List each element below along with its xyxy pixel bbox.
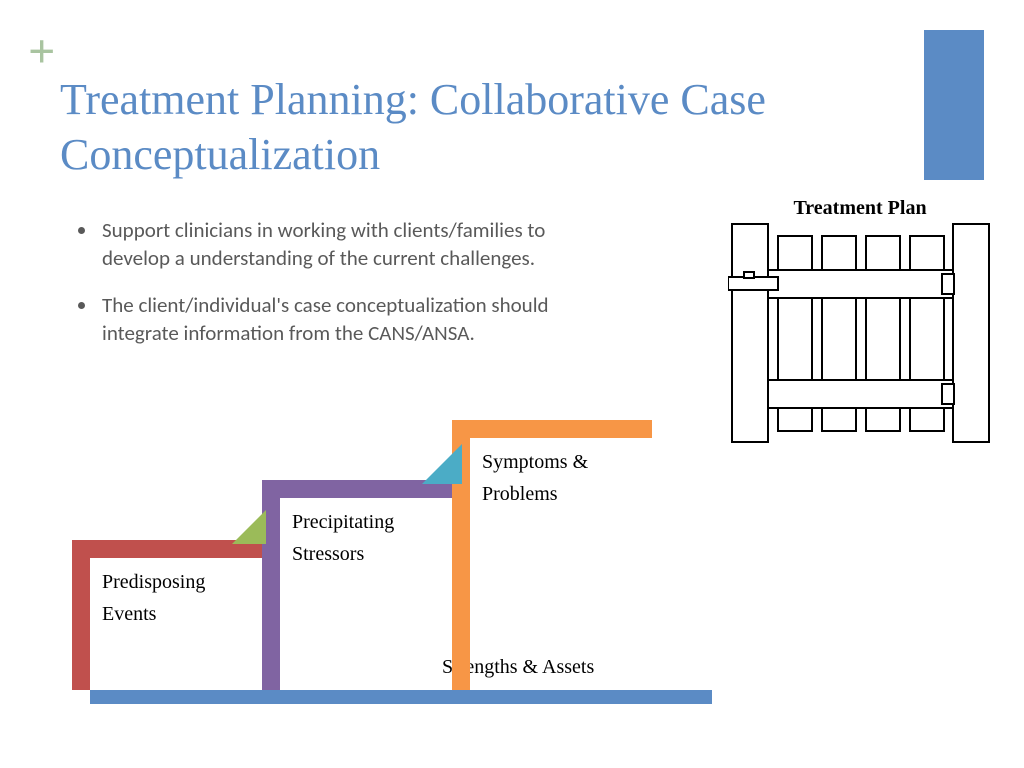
step-triangle-1 <box>232 510 266 544</box>
bullet-item: Support clinicians in working with clien… <box>98 216 600 273</box>
step-label-1-line2: Events <box>102 603 156 625</box>
base-bar <box>90 690 712 704</box>
bullet-item: The client/individual's case conceptuali… <box>98 291 600 348</box>
bullet-list: Support clinicians in working with clien… <box>80 216 600 365</box>
gate-label: Treatment Plan <box>740 197 980 220</box>
step-label-2: Precipitating Stressors <box>292 506 394 570</box>
corner-accent-block <box>924 30 984 180</box>
step-label-3-line1: Symptoms & <box>482 451 588 473</box>
step-label-3-line2: Problems <box>482 483 558 505</box>
step-label-1: Predisposing Events <box>102 566 205 630</box>
step-label-3: Symptoms & Problems <box>482 446 588 510</box>
step-label-2-line1: Precipitating <box>292 511 394 533</box>
step-triangle-2 <box>422 444 462 484</box>
step-label-1-line1: Predisposing <box>102 571 205 593</box>
step-label-2-line2: Stressors <box>292 543 364 565</box>
plus-icon: + <box>28 28 55 76</box>
stairs-diagram: Strengths & Assets Predisposing Events P… <box>72 410 952 710</box>
slide-title: Treatment Planning: Collaborative Case C… <box>60 72 880 182</box>
